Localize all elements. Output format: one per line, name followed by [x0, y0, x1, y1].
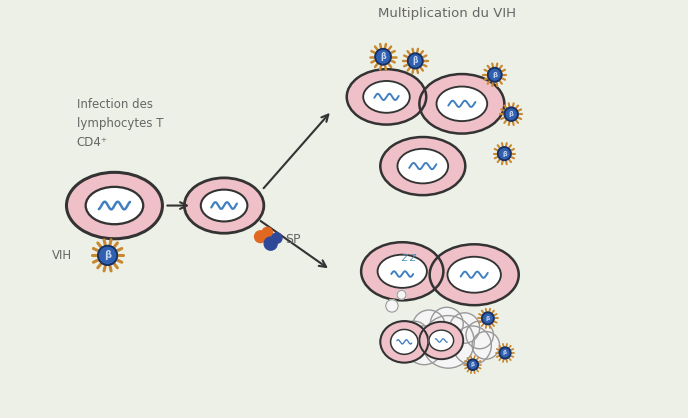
Text: β: β [502, 150, 506, 157]
Ellipse shape [447, 257, 501, 293]
Circle shape [499, 347, 510, 359]
Circle shape [262, 227, 272, 238]
Circle shape [488, 68, 502, 82]
Text: β: β [471, 362, 475, 367]
Ellipse shape [398, 149, 448, 184]
Ellipse shape [378, 255, 427, 288]
Circle shape [453, 326, 491, 365]
Ellipse shape [86, 187, 143, 224]
Circle shape [397, 291, 406, 299]
Circle shape [408, 54, 422, 69]
Text: Multiplication du VIH: Multiplication du VIH [378, 7, 516, 20]
Circle shape [264, 237, 277, 250]
Text: β: β [486, 316, 490, 321]
Circle shape [422, 316, 474, 368]
Ellipse shape [363, 81, 410, 113]
Text: Infection des
lymphocytes T
CD4⁺: Infection des lymphocytes T CD4⁺ [77, 98, 163, 149]
Circle shape [272, 233, 282, 243]
Ellipse shape [380, 321, 429, 363]
Circle shape [466, 321, 493, 349]
Ellipse shape [391, 329, 418, 354]
Circle shape [394, 331, 421, 359]
Ellipse shape [380, 137, 465, 195]
Circle shape [468, 359, 478, 370]
Circle shape [413, 310, 445, 343]
Ellipse shape [361, 242, 443, 301]
Text: β: β [503, 350, 507, 355]
Text: β: β [508, 111, 514, 117]
Ellipse shape [436, 87, 487, 121]
Text: β: β [413, 56, 418, 65]
Circle shape [504, 107, 518, 121]
Ellipse shape [429, 330, 453, 351]
Ellipse shape [420, 322, 463, 359]
Ellipse shape [67, 172, 162, 239]
Circle shape [482, 312, 494, 324]
Circle shape [405, 326, 443, 365]
Text: VIH: VIH [52, 249, 72, 262]
Text: SP: SP [285, 233, 301, 246]
Circle shape [98, 246, 117, 265]
Ellipse shape [184, 178, 264, 233]
Circle shape [375, 49, 391, 65]
Circle shape [430, 307, 463, 341]
Text: β: β [492, 72, 497, 78]
Circle shape [386, 300, 398, 312]
Text: Z Z: Z Z [402, 254, 417, 263]
Circle shape [399, 321, 429, 352]
Circle shape [498, 147, 511, 160]
Ellipse shape [429, 244, 519, 305]
Circle shape [449, 313, 480, 343]
Circle shape [472, 331, 499, 359]
Ellipse shape [201, 190, 248, 222]
Ellipse shape [347, 69, 427, 125]
Ellipse shape [420, 74, 504, 134]
Circle shape [255, 231, 266, 242]
Text: β: β [104, 250, 111, 260]
Text: β: β [380, 52, 386, 61]
